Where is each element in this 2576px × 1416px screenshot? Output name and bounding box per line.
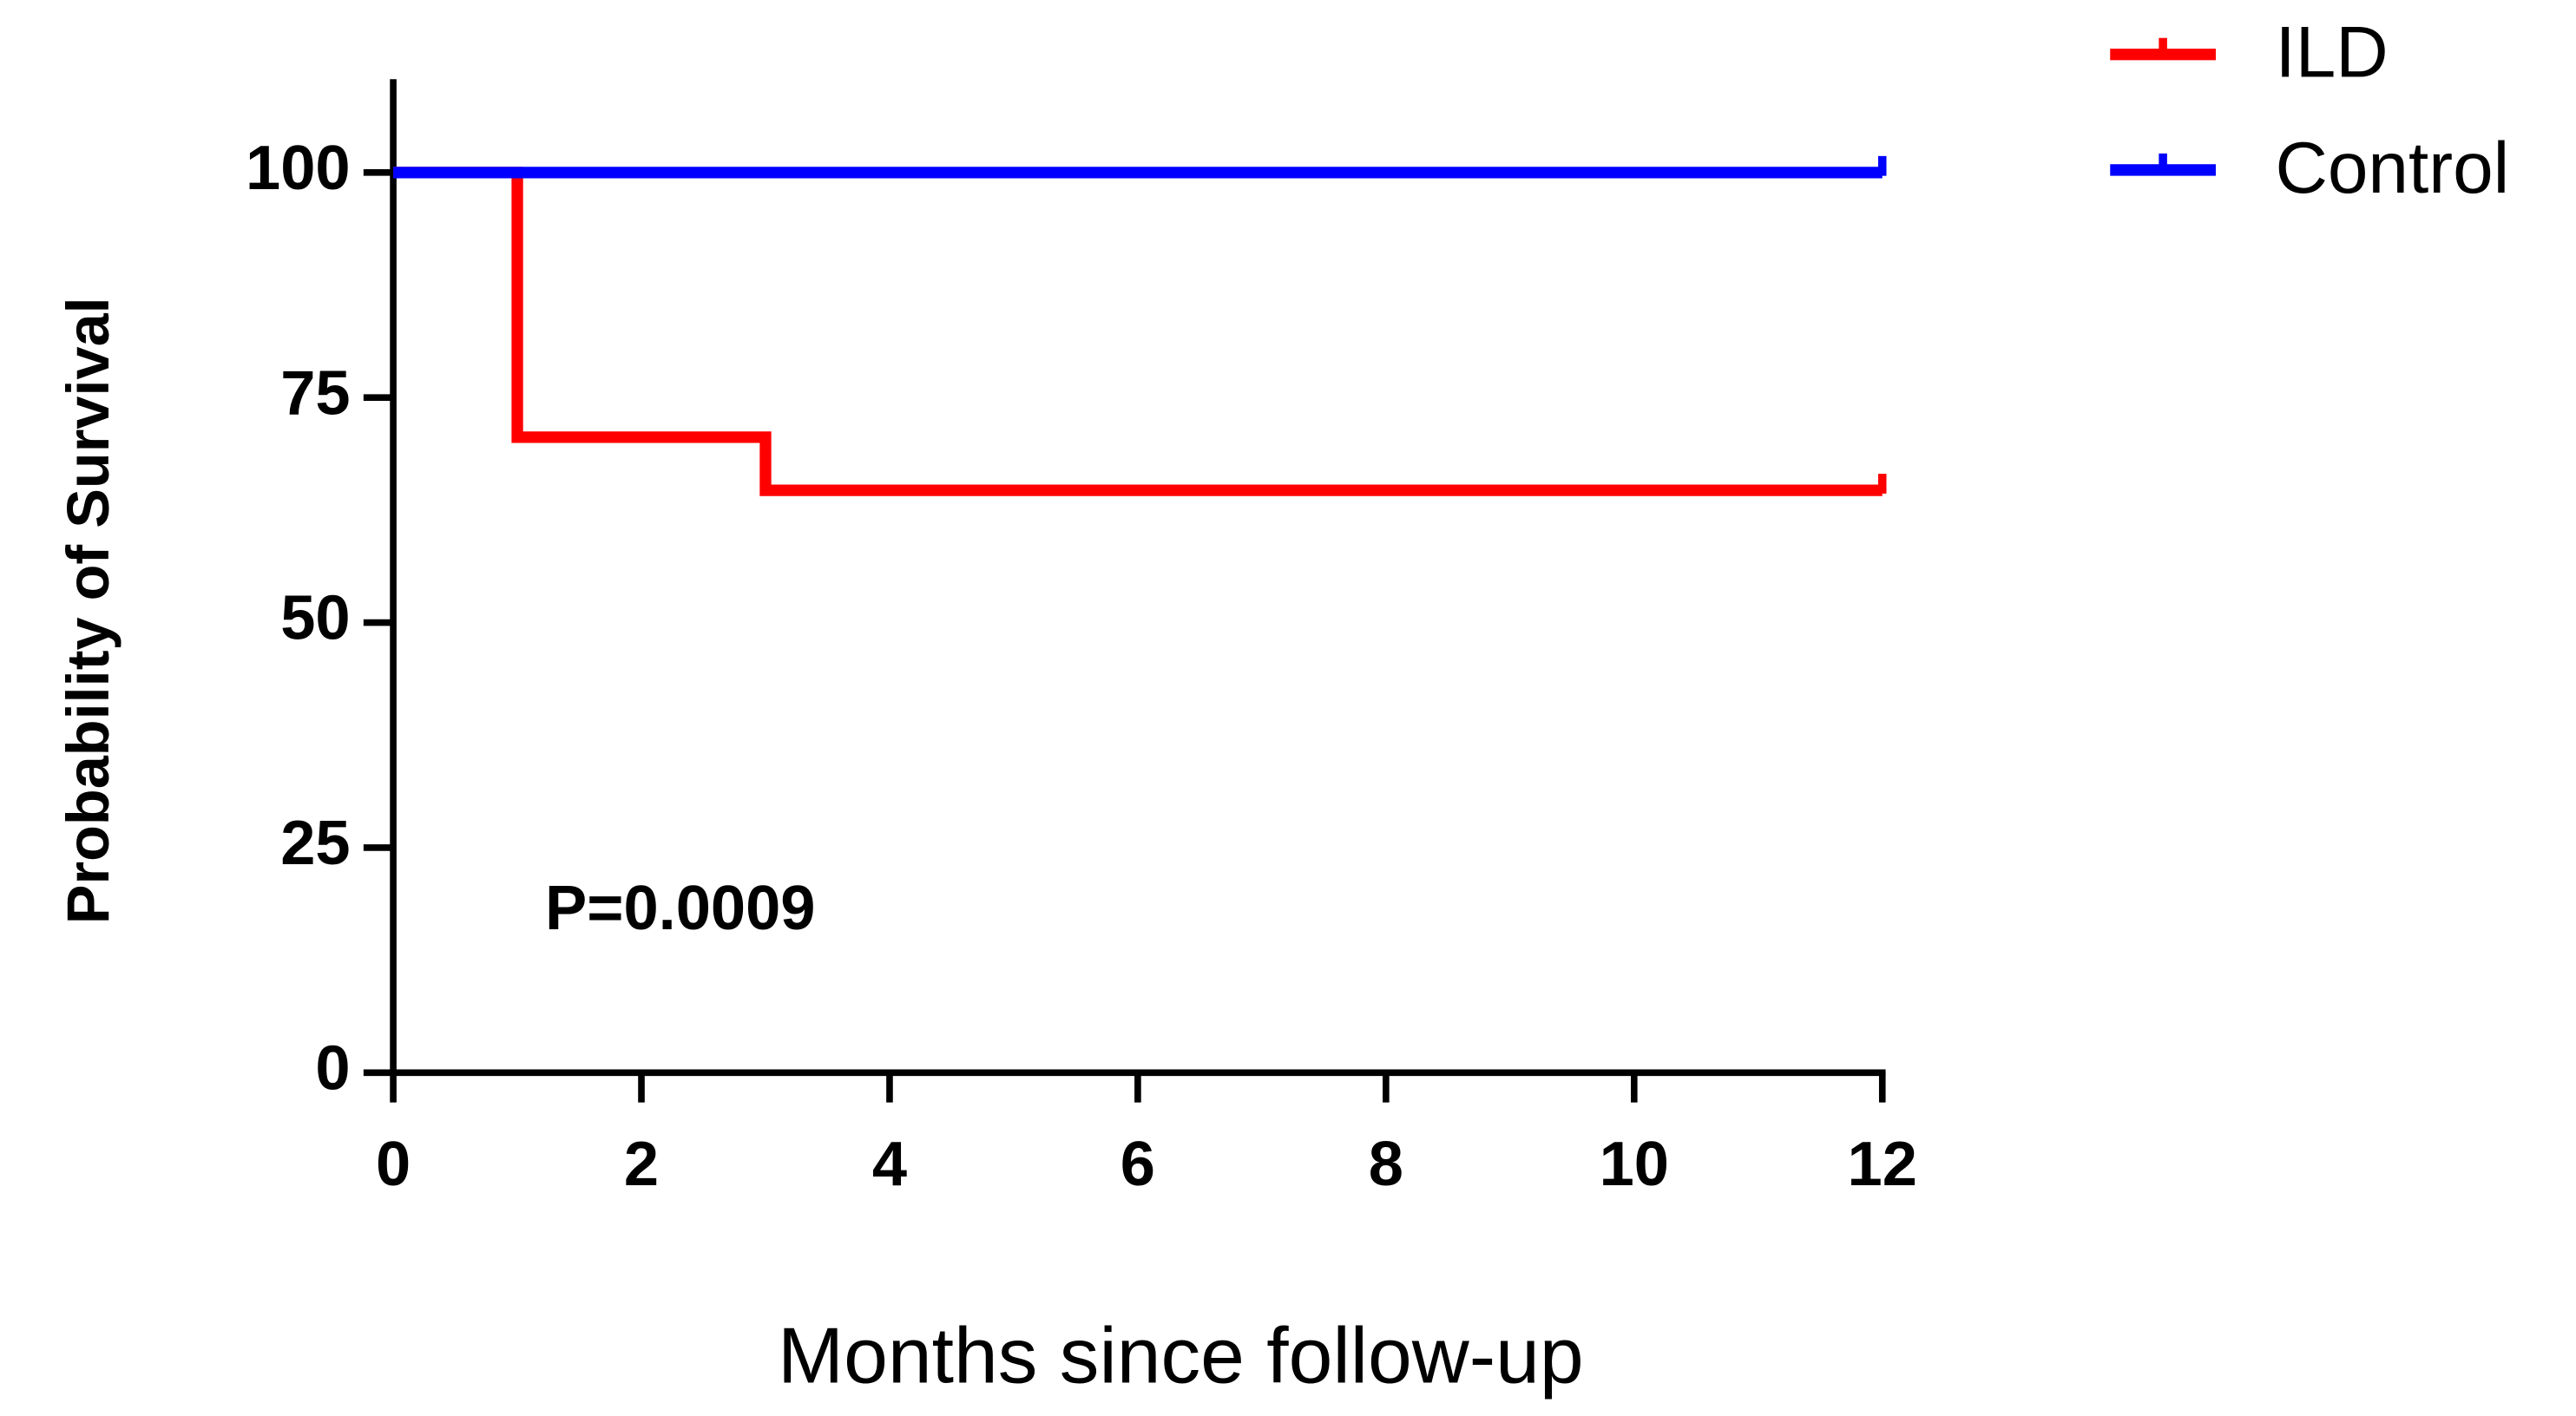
y-axis-title: Probability of Survival bbox=[55, 297, 122, 924]
y-tick-label: 75 bbox=[280, 358, 350, 428]
legend-label: ILD bbox=[2275, 11, 2388, 93]
annotation: P=0.0009 bbox=[545, 874, 815, 943]
y-tick-label: 25 bbox=[280, 809, 350, 878]
x-tick-label: 12 bbox=[1848, 1130, 1917, 1199]
x-tick-label: 4 bbox=[872, 1130, 907, 1199]
x-tick-label: 2 bbox=[624, 1130, 659, 1199]
survival-line bbox=[393, 167, 1883, 496]
x-tick-label: 8 bbox=[1369, 1130, 1403, 1199]
x-tick-label: 0 bbox=[376, 1130, 411, 1199]
x-tick-label: 10 bbox=[1600, 1130, 1669, 1199]
y-tick-label: 100 bbox=[246, 134, 351, 203]
legend-label: Control bbox=[2275, 127, 2509, 208]
y-tick-label: 0 bbox=[315, 1033, 350, 1103]
x-axis-title: Months since follow-up bbox=[778, 1311, 1584, 1400]
x-tick-label: 6 bbox=[1120, 1130, 1155, 1199]
y-tick-label: 50 bbox=[280, 584, 350, 653]
